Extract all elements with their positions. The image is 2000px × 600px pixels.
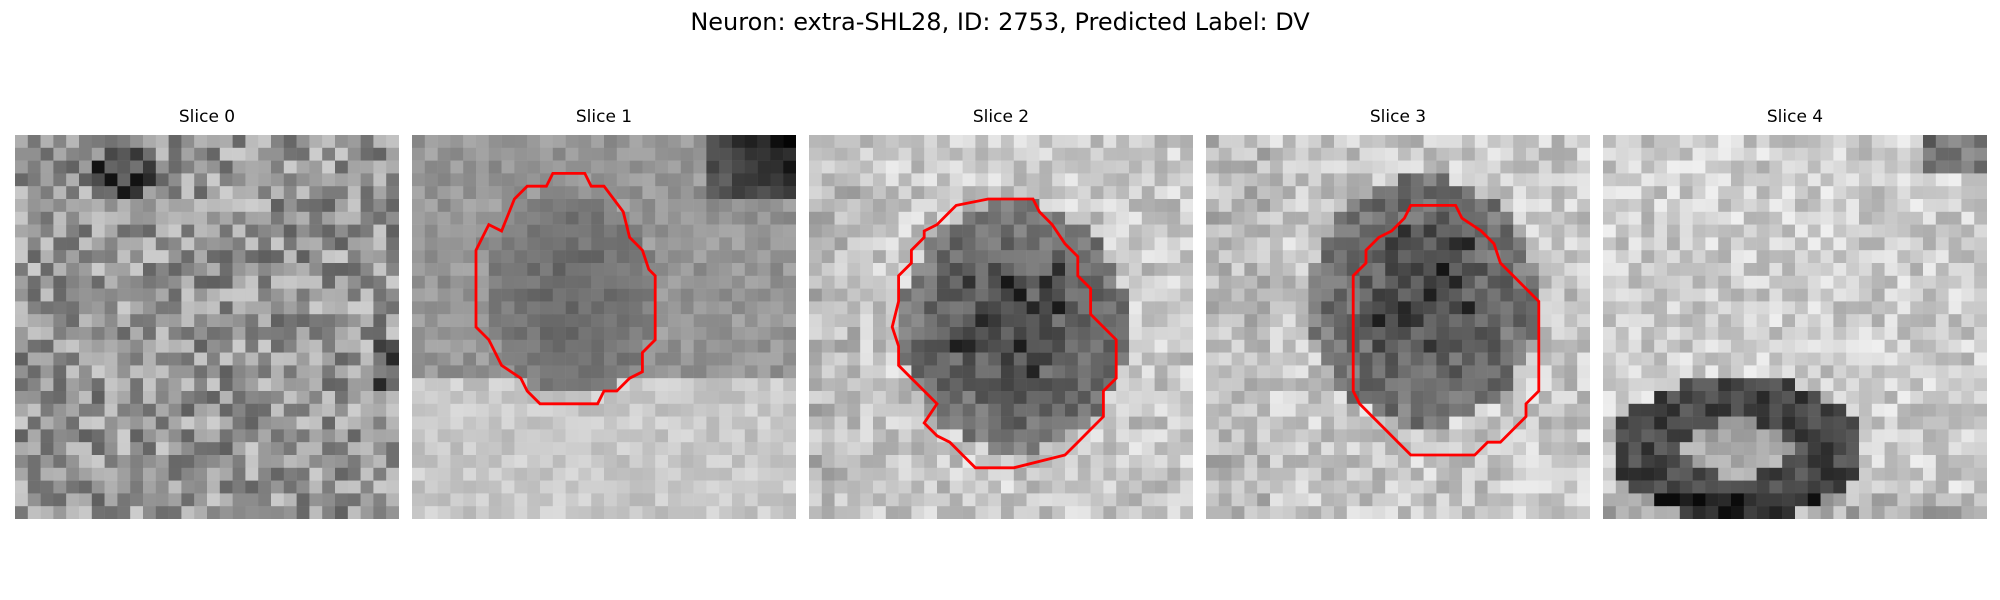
slice-image [809, 135, 1193, 519]
slice-image [1206, 135, 1590, 519]
slice-title: Slice 2 [972, 107, 1030, 127]
roi-contour [474, 171, 657, 406]
slice-image [412, 135, 796, 519]
slice-title: Slice 3 [1369, 107, 1427, 127]
slice-title: Slice 0 [178, 107, 236, 127]
roi-contour [1351, 203, 1541, 457]
slice-title: Slice 1 [575, 107, 633, 127]
slice-image [1603, 135, 1987, 519]
slice-title: Slice 4 [1766, 107, 1824, 127]
figure-title: Neuron: extra-SHL28, ID: 2753, Predicted… [690, 8, 1310, 36]
roi-contour [890, 197, 1118, 470]
slice-image [15, 135, 399, 519]
